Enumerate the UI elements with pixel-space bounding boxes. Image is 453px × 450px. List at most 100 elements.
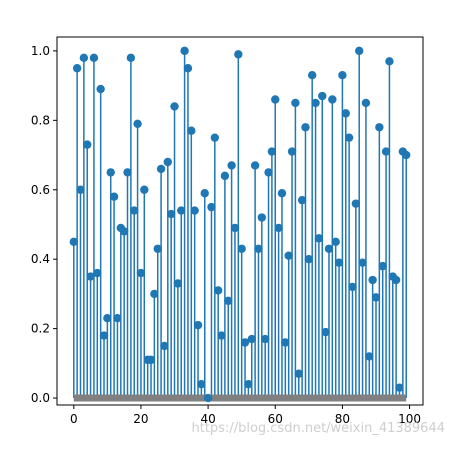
data-point (103, 314, 112, 323)
x-tick-label: 20 (133, 412, 148, 426)
data-point (311, 98, 320, 108)
data-point (297, 195, 307, 205)
data-point (274, 223, 283, 233)
data-point (304, 254, 314, 264)
data-point (69, 237, 78, 247)
data-point (79, 53, 89, 63)
y-tick-label: 1.0 (31, 44, 50, 58)
data-point (217, 331, 226, 340)
data-point (301, 123, 310, 132)
data-point (371, 293, 381, 302)
data-point (126, 53, 136, 63)
data-point (257, 213, 267, 222)
data-point (361, 98, 371, 108)
data-point (119, 227, 129, 236)
data-point (163, 157, 173, 167)
data-point (150, 289, 159, 299)
data-point (314, 234, 324, 243)
data-point (402, 150, 411, 160)
data-point (227, 161, 236, 170)
data-point (321, 327, 330, 337)
data-point (334, 258, 344, 267)
data-point (156, 164, 166, 174)
x-tick-label: 80 (335, 412, 350, 426)
data-point (224, 296, 233, 306)
x-tick-label: 100 (398, 412, 421, 426)
data-point (177, 206, 186, 215)
data-point (331, 237, 340, 247)
data-point (344, 133, 354, 142)
data-point (281, 338, 290, 347)
axes-frame (56, 36, 424, 406)
data-point (207, 202, 216, 212)
y-tick-label: 0.2 (31, 322, 50, 336)
axis-ticks: 0 20 40 60 80 100 0.0 0.2 0.4 0.6 0.8 1.0 (31, 44, 421, 426)
data-point (89, 53, 99, 63)
data-point (136, 268, 146, 278)
x-tick-label: 0 (70, 412, 78, 426)
data-point (291, 98, 300, 108)
data-point (220, 171, 230, 181)
data-point (365, 352, 374, 361)
data-point (368, 275, 377, 285)
data-point (381, 147, 391, 156)
y-tick-label: 0.0 (31, 391, 50, 405)
data-point (140, 185, 149, 194)
data-point (395, 383, 404, 392)
data-point (328, 95, 337, 104)
data-point (173, 279, 183, 288)
data-point (76, 185, 85, 194)
data-point (247, 334, 256, 344)
data-point (391, 275, 401, 285)
data-point (237, 244, 246, 253)
x-tick-label: 40 (200, 412, 215, 426)
data-point (385, 57, 394, 66)
data-point (166, 209, 176, 219)
data-point (200, 189, 209, 198)
data-point (234, 50, 243, 59)
data-point (284, 251, 293, 260)
data-point (324, 244, 334, 253)
data-point (213, 286, 223, 295)
data-point (260, 334, 270, 344)
data-point (96, 84, 105, 94)
data-point (254, 244, 263, 253)
data-point (83, 140, 92, 149)
data-point (106, 168, 115, 177)
data-point (190, 206, 199, 215)
data-point (133, 119, 142, 128)
data-point (307, 70, 317, 80)
data-point (341, 109, 350, 118)
data-point (193, 320, 203, 330)
data-point (180, 46, 189, 56)
data-point (351, 199, 361, 208)
data-point (294, 369, 303, 378)
data-point (160, 341, 169, 351)
data-point (197, 379, 206, 389)
data-point (318, 91, 327, 101)
data-point (203, 393, 213, 403)
data-point (267, 147, 277, 156)
y-tick-label: 0.4 (31, 252, 50, 266)
data-point (244, 379, 253, 389)
data-point (86, 272, 95, 281)
data-point (348, 282, 357, 292)
data-point (287, 147, 297, 156)
data-point (277, 189, 287, 198)
data-point (210, 133, 220, 142)
data-point (230, 223, 240, 233)
data-point (187, 126, 196, 135)
y-tick-label: 0.8 (31, 113, 50, 127)
data-point (113, 314, 122, 323)
plot-area (69, 46, 411, 403)
data-point (183, 64, 193, 73)
data-point (271, 95, 280, 104)
data-point (130, 206, 139, 215)
data-point (170, 102, 179, 111)
data-point (93, 268, 102, 278)
data-point (99, 331, 109, 340)
data-point (375, 123, 384, 132)
data-point (358, 258, 367, 267)
